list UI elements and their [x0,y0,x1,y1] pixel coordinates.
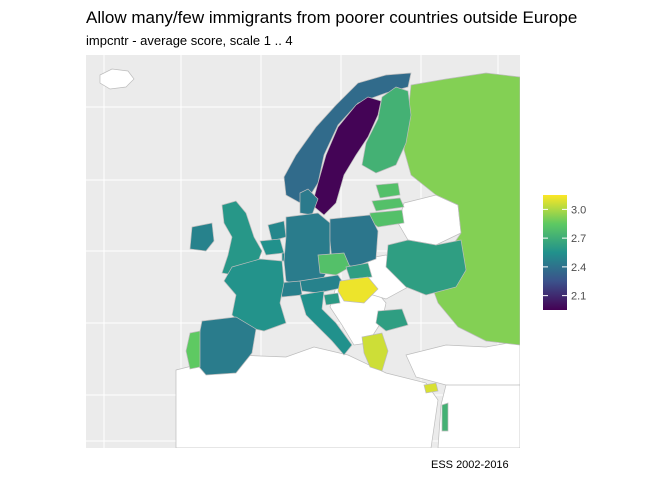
country-latvia[interactable] [371,197,405,212]
legend-ticks: 2.1 2.4 2.7 3.0 [543,204,586,303]
iceland-shape [99,68,135,90]
country-portugal[interactable] [185,330,201,370]
country-netherlands[interactable] [267,220,287,242]
country-ireland[interactable] [189,222,215,252]
legend-colorbar [543,195,567,310]
chart-subtitle: impcntr - average score, scale 1 .. 4 [86,33,293,48]
color-legend: 2.1 2.4 2.7 3.0 [543,195,623,313]
belarus-shape [397,194,462,246]
north-africa-shape [175,346,439,448]
country-greece[interactable] [361,332,389,372]
chart-title: Allow many/few immigrants from poorer co… [86,8,578,27]
chart-caption: ESS 2002-2016 [431,459,509,471]
country-germany[interactable] [283,212,331,288]
country-slovakia[interactable] [345,262,373,280]
country-estonia[interactable] [375,182,401,199]
legend-tick-label: 3.0 [571,204,586,216]
country-sweden[interactable] [311,96,382,216]
country-czech-republic[interactable] [317,252,351,276]
country-israel[interactable] [441,402,449,432]
country-france[interactable] [223,258,287,332]
country-shapes [185,72,520,432]
country-belgium[interactable] [259,238,285,256]
country-denmark[interactable] [299,188,319,216]
country-hungary[interactable] [337,276,379,304]
legend-svg: 2.1 2.4 2.7 3.0 [543,195,586,310]
middle-east-shape [437,384,520,448]
map-svg [86,55,520,448]
country-austria[interactable] [299,274,347,294]
country-italy[interactable] [299,290,353,356]
legend-tick-label: 2.4 [571,262,586,274]
map-panel [86,55,520,448]
country-slovenia[interactable] [323,292,341,306]
country-bulgaria[interactable] [375,308,409,332]
no-data-countries [99,68,520,448]
country-cyprus[interactable] [423,382,439,394]
turkey-shape [405,340,520,390]
country-finland[interactable] [361,86,412,174]
country-ukraine[interactable] [385,239,467,296]
legend-tick-label: 2.1 [571,291,586,303]
legend-tick-label: 2.7 [571,233,586,245]
